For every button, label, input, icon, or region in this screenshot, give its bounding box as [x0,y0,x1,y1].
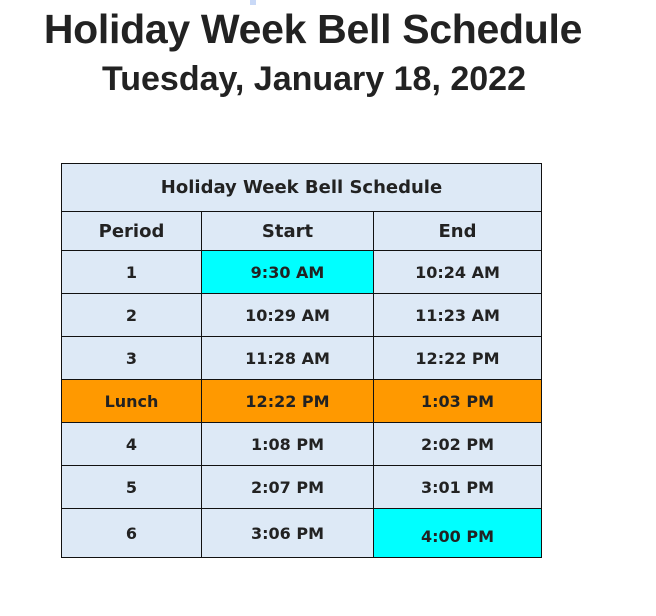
period-cell: Lunch [61,379,202,423]
page-title: Holiday Week Bell Schedule [43,6,583,52]
period-cell: 5 [61,465,202,509]
table-row: Lunch 12:22 PM 1:03 PM [61,379,542,423]
end-cell: 4:00 PM [373,508,542,558]
period-cell: 2 [61,293,202,337]
column-header-period: Period [61,211,202,251]
end-cell: 1:03 PM [373,379,542,423]
end-cell: 11:23 AM [373,293,542,337]
page-date: Tuesday, January 18, 2022 [102,60,526,98]
start-cell: 12:22 PM [201,379,374,423]
end-cell: 10:24 AM [373,250,542,294]
table-row: 1 9:30 AM 10:24 AM [61,250,542,294]
bell-schedule-table: Holiday Week Bell Schedule Period Start … [61,163,542,558]
table-row: 3 11:28 AM 12:22 PM [61,336,542,380]
start-cell: 2:07 PM [201,465,374,509]
column-header-end: End [373,211,542,251]
start-cell: 11:28 AM [201,336,374,380]
table-caption: Holiday Week Bell Schedule [61,163,542,212]
start-cell: 3:06 PM [201,508,374,558]
end-cell: 12:22 PM [373,336,542,380]
table-row: 2 10:29 AM 11:23 AM [61,293,542,337]
period-cell: 4 [61,422,202,466]
start-cell: 10:29 AM [201,293,374,337]
period-cell: 3 [61,336,202,380]
table-row: 5 2:07 PM 3:01 PM [61,465,542,509]
end-cell: 2:02 PM [373,422,542,466]
decorative-mark [250,0,256,5]
period-cell: 1 [61,250,202,294]
start-cell: 9:30 AM [201,250,374,294]
column-header-start: Start [201,211,374,251]
end-cell: 3:01 PM [373,465,542,509]
table-row: 6 3:06 PM 4:00 PM [61,508,542,558]
table-row: 4 1:08 PM 2:02 PM [61,422,542,466]
period-cell: 6 [61,508,202,558]
start-cell: 1:08 PM [201,422,374,466]
